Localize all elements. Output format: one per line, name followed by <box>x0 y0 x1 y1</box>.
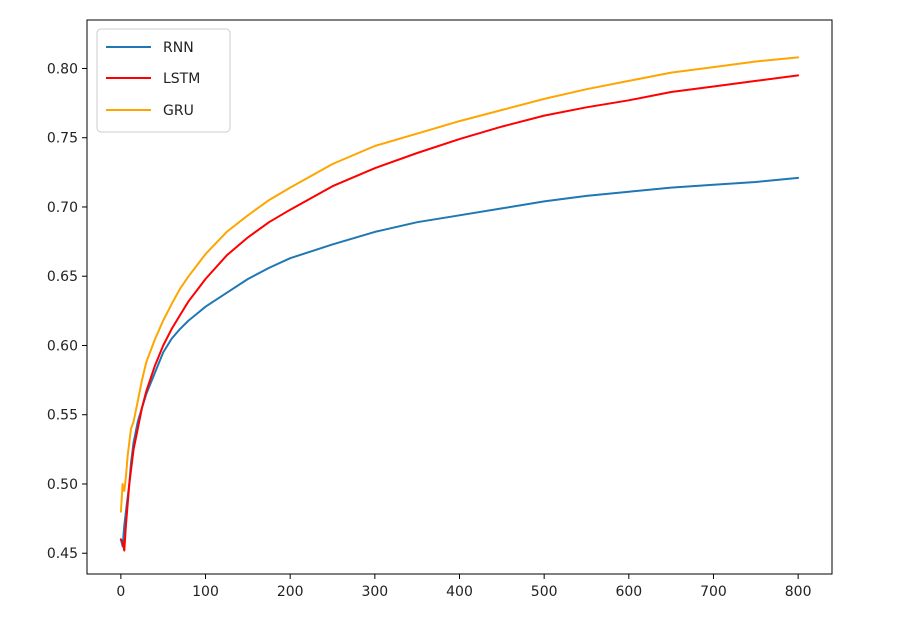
y-tick-label: 0.45 <box>47 546 78 562</box>
y-tick-label: 0.80 <box>47 61 78 77</box>
y-axis: 0.45 0.50 0.55 0.60 0.65 0.70 0.75 0.80 <box>47 61 87 562</box>
legend-label-gru: GRU <box>163 103 194 119</box>
x-tick-label: 500 <box>531 584 558 600</box>
legend-label-lstm: LSTM <box>163 71 200 87</box>
legend-label-rnn: RNN <box>163 40 194 56</box>
legend: RNN LSTM GRU <box>96 28 231 133</box>
x-tick-label: 200 <box>277 584 304 600</box>
series-layer <box>119 56 800 552</box>
x-tick-label: 600 <box>615 584 642 600</box>
x-tick-label: 100 <box>192 584 219 600</box>
x-tick-label: 700 <box>700 584 727 600</box>
x-tick-label: 0 <box>116 584 125 600</box>
x-tick-label: 800 <box>785 584 812 600</box>
y-tick-label: 0.55 <box>47 408 78 424</box>
legend-box <box>96 28 231 133</box>
series-line-gru <box>119 56 800 513</box>
y-tick-label: 0.65 <box>47 269 78 285</box>
x-axis: 0 100 200 300 400 500 600 700 800 <box>116 574 812 600</box>
x-tick-label: 300 <box>361 584 388 600</box>
x-tick-label: 400 <box>446 584 473 600</box>
series-line-lstm <box>119 74 800 552</box>
y-tick-label: 0.70 <box>47 200 78 216</box>
y-tick-label: 0.60 <box>47 338 78 354</box>
y-tick-label: 0.50 <box>47 477 78 493</box>
y-tick-label: 0.75 <box>47 131 78 147</box>
